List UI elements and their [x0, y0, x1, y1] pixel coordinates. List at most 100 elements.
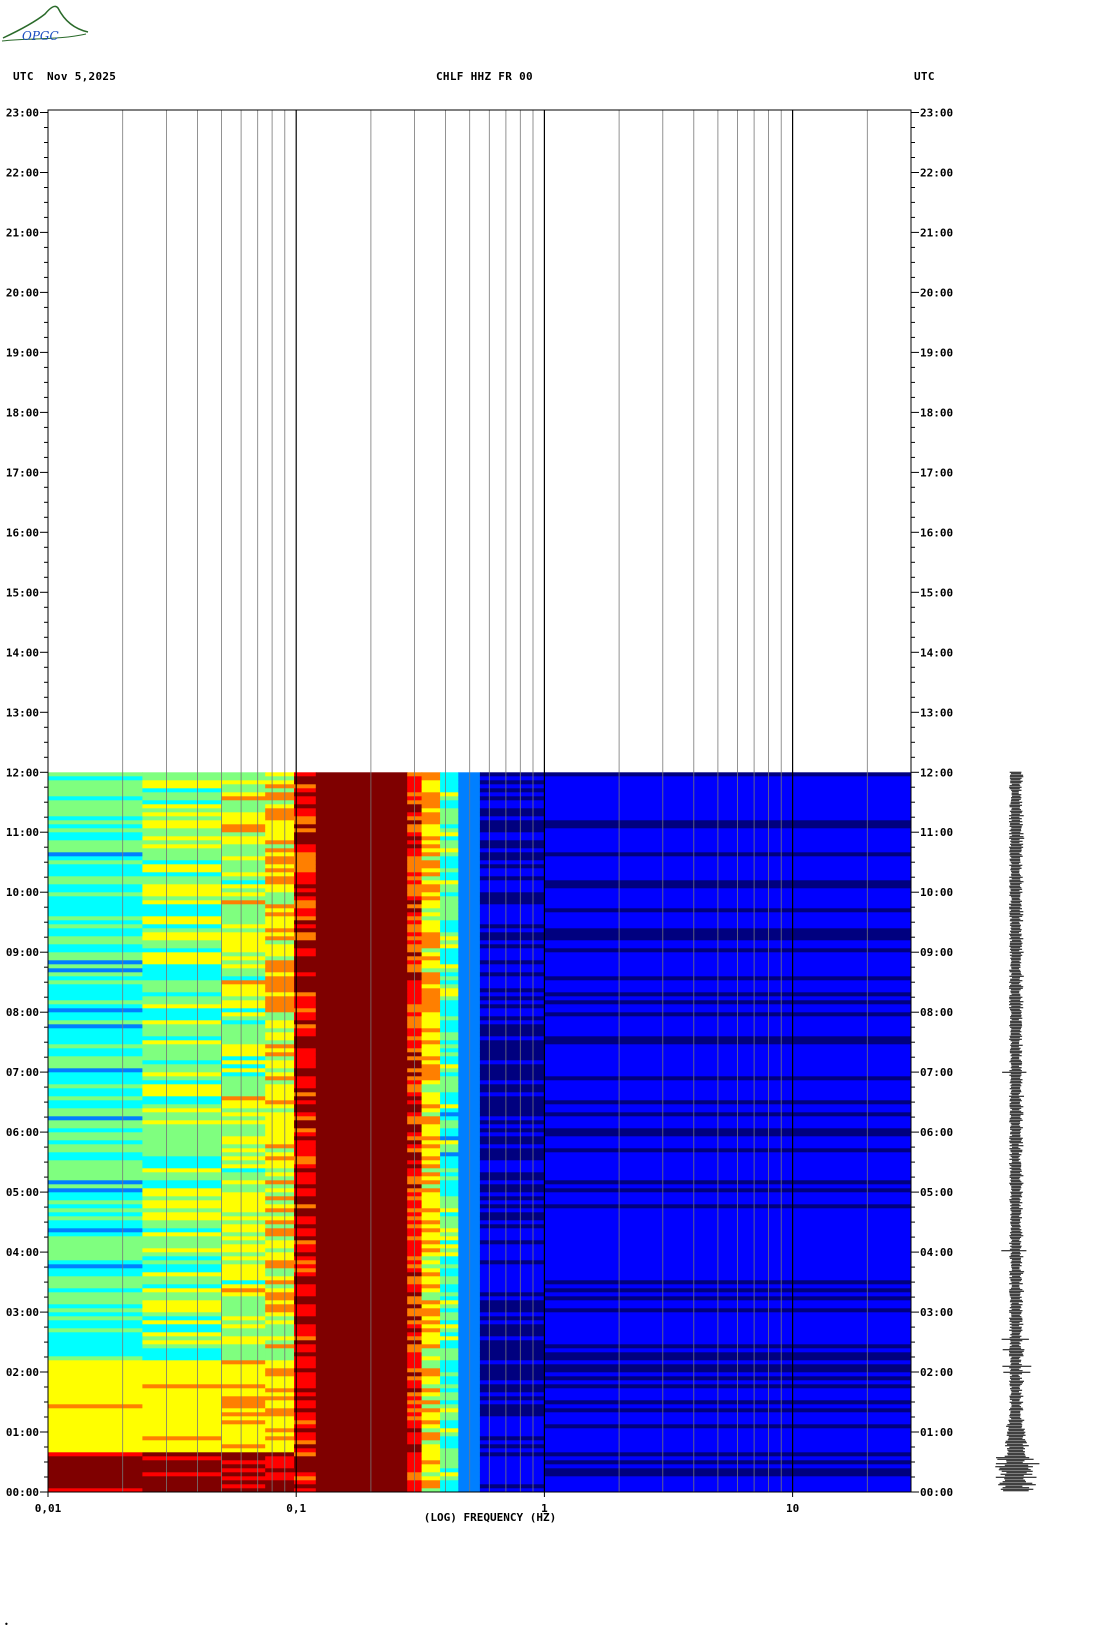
heatmap-cell: [48, 936, 143, 941]
heatmap-cell: [440, 1268, 459, 1273]
heatmap-cell: [315, 1080, 408, 1085]
heatmap-cell: [294, 1456, 317, 1461]
heatmap-cell: [142, 1396, 223, 1401]
heatmap-cell: [265, 872, 295, 877]
heatmap-cell: [294, 1424, 317, 1429]
heatmap-cell: [294, 1416, 317, 1421]
heatmap-cell: [48, 924, 143, 929]
heatmap-cell: [142, 1200, 223, 1205]
heatmap-cell: [479, 1060, 545, 1065]
heatmap-cell: [265, 1200, 295, 1205]
heatmap-cell: [479, 1484, 545, 1489]
heatmap-cell: [265, 1396, 295, 1401]
heatmap-cell: [440, 1124, 459, 1129]
heatmap-cell: [421, 800, 441, 805]
heatmap-cell: [544, 1268, 911, 1273]
heatmap-cell: [265, 1412, 295, 1417]
heatmap-cell: [315, 1208, 408, 1213]
heatmap-cell: [440, 1372, 459, 1377]
heatmap-cell: [294, 796, 317, 801]
heatmap-cell: [315, 1424, 408, 1429]
heatmap-cell: [479, 1228, 545, 1233]
heatmap-cell: [479, 1328, 545, 1333]
heatmap-cell: [48, 1020, 143, 1025]
heatmap-cell: [221, 1108, 266, 1113]
heatmap-cell: [265, 828, 295, 833]
heatmap-cell: [544, 1188, 911, 1193]
heatmap-cell: [315, 1380, 408, 1385]
heatmap-cell: [142, 988, 223, 993]
heatmap-band: [48, 772, 143, 1492]
heatmap-cell: [265, 1012, 295, 1017]
heatmap-cell: [142, 1296, 223, 1301]
heatmap-cell: [294, 824, 317, 829]
heatmap-cell: [142, 1380, 223, 1385]
y-tick-label-right: 21:00: [920, 226, 953, 239]
heatmap-cell: [479, 920, 545, 925]
heatmap-cell: [142, 1476, 223, 1481]
heatmap-cell: [48, 1404, 143, 1409]
heatmap-cell: [48, 1316, 143, 1321]
heatmap-cell: [544, 1340, 911, 1345]
heatmap-cell: [479, 1280, 545, 1285]
heatmap-cell: [294, 1348, 317, 1353]
heatmap-cell: [421, 844, 441, 849]
heatmap-cell: [142, 1012, 223, 1017]
heatmap-cell: [142, 1488, 223, 1492]
heatmap-cell: [544, 1376, 911, 1381]
heatmap-cell: [294, 1280, 317, 1285]
heatmap-cell: [421, 820, 441, 825]
heatmap-cell: [479, 928, 545, 933]
heatmap-cell: [221, 884, 266, 889]
heatmap-cell: [421, 912, 441, 917]
heatmap-cell: [221, 1368, 266, 1373]
heatmap-cell: [48, 980, 143, 985]
heatmap-cell: [142, 1004, 223, 1009]
heatmap-cell: [421, 1032, 441, 1037]
heatmap-cell: [142, 1272, 223, 1277]
heatmap-cell: [48, 1448, 143, 1453]
heatmap-cell: [315, 888, 408, 893]
heatmap-cell: [142, 1268, 223, 1273]
heatmap-cell: [142, 1276, 223, 1281]
heatmap-cell: [315, 840, 408, 845]
heatmap-cell: [544, 1088, 911, 1093]
heatmap-cell: [142, 888, 223, 893]
heatmap-cell: [421, 1136, 441, 1141]
heatmap-cell: [48, 1292, 143, 1297]
heatmap-cell: [142, 820, 223, 825]
heatmap-cell: [48, 900, 143, 905]
heatmap-cell: [421, 1228, 441, 1233]
heatmap-cell: [265, 1460, 295, 1465]
heatmap-cell: [142, 1416, 223, 1421]
heatmap-cell: [440, 1196, 459, 1201]
heatmap-cell: [479, 1212, 545, 1217]
heatmap-cell: [221, 804, 266, 809]
heatmap-cell: [479, 904, 545, 909]
heatmap-cell: [421, 1488, 441, 1492]
heatmap-cell: [48, 776, 143, 781]
heatmap-cell: [315, 864, 408, 869]
y-tick-label-left: 18:00: [6, 406, 39, 419]
heatmap-cell: [142, 916, 223, 921]
heatmap-cell: [315, 1352, 408, 1357]
heatmap-cell: [48, 1396, 143, 1401]
heatmap-cell: [142, 772, 223, 777]
heatmap-cell: [315, 792, 408, 797]
heatmap-cell: [294, 776, 317, 781]
heatmap-cell: [440, 1484, 459, 1489]
heatmap-cell: [440, 1296, 459, 1301]
heatmap-cell: [142, 1084, 223, 1089]
heatmap-cell: [48, 972, 143, 977]
heatmap-cell: [48, 904, 143, 909]
heatmap-cell: [440, 796, 459, 801]
heatmap-cell: [440, 1084, 459, 1089]
heatmap-cell: [294, 876, 317, 881]
heatmap-cell: [221, 900, 266, 905]
heatmap-cell: [294, 1284, 317, 1289]
heatmap-cell: [315, 1460, 408, 1465]
heatmap-band: [440, 772, 459, 1492]
heatmap-cell: [315, 1324, 408, 1329]
heatmap-cell: [142, 1448, 223, 1453]
heatmap-cell: [48, 1432, 143, 1437]
